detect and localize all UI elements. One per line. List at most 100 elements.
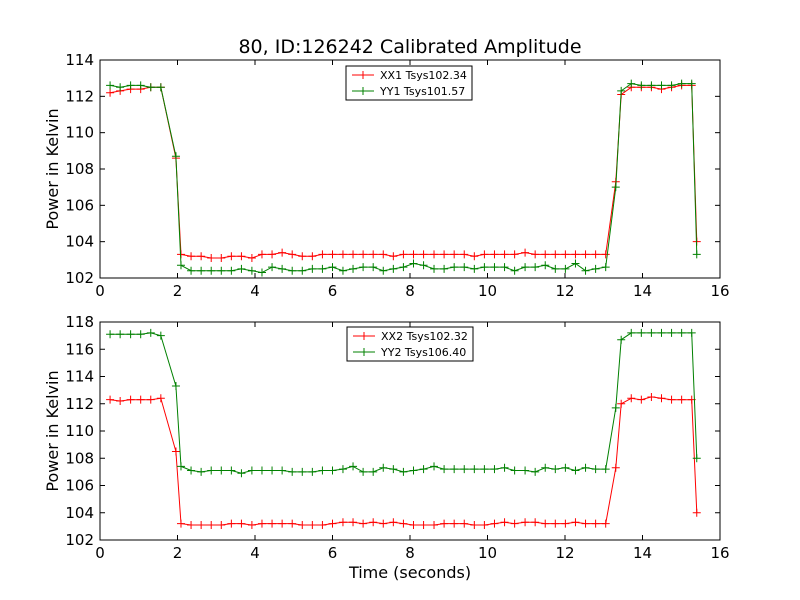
top-series-1-point	[581, 250, 590, 259]
bottom-series-1-point	[318, 521, 327, 530]
bottom-series-2-point	[156, 331, 165, 340]
x-tick-label: 8	[405, 282, 415, 300]
bottom-series-1-point	[500, 518, 509, 527]
top-series-1-point	[328, 250, 337, 259]
top-series-2-point	[450, 263, 459, 272]
bottom-series-2-point	[247, 466, 256, 475]
legend-marker-swatch	[359, 87, 367, 95]
top-series-1-point	[379, 250, 388, 259]
top-series-1-point	[359, 250, 368, 259]
top-series-2-point	[480, 263, 489, 272]
top-series-1-point	[480, 250, 489, 259]
top-series-2-point	[521, 263, 530, 272]
bottom-series-2-point	[207, 466, 216, 475]
top-series-2-point	[409, 259, 418, 268]
top-series-2-point	[116, 83, 125, 92]
bottom-series-2-point	[288, 467, 297, 476]
top-series-1-point	[318, 250, 327, 259]
top-series-1-point	[349, 250, 358, 259]
bottom-series-2-point	[667, 328, 676, 337]
top-series-2-point	[611, 183, 620, 192]
bottom-series-2-point	[227, 466, 236, 475]
x-tick-label: 12	[555, 544, 574, 562]
top-series-1-point	[430, 250, 439, 259]
top-series-1-point	[268, 250, 277, 259]
top-series-1-point	[510, 250, 519, 259]
bottom-series-2-point	[171, 382, 180, 391]
top-series-2-point	[430, 264, 439, 273]
top-series-2-point	[247, 266, 256, 275]
bottom-series-2-point	[601, 465, 610, 474]
bottom-series-2-point	[328, 466, 337, 475]
legend-marker-swatch	[360, 332, 368, 340]
top-series-1-point	[409, 250, 418, 259]
x-tick-label: 12	[555, 282, 574, 300]
top-series-2-point	[298, 266, 307, 275]
bottom-series-1-point	[278, 519, 287, 528]
bottom-series-2-point	[500, 463, 509, 472]
top-series-1-point	[227, 252, 236, 261]
bottom-series-1-point	[637, 395, 646, 404]
top-series-1-point	[288, 250, 297, 259]
bottom-series-1-point	[460, 519, 469, 528]
top-series-1-point	[500, 250, 509, 259]
bottom-plot-x-axis-label: Time (seconds)	[348, 563, 471, 582]
bottom-series-1-point	[419, 521, 428, 530]
bottom-series-1-point	[480, 521, 489, 530]
top-series-2-point	[369, 263, 378, 272]
top-series-2-point	[187, 266, 196, 275]
x-tick-label: 4	[250, 282, 260, 300]
bottom-series-1-point	[116, 397, 125, 406]
top-series-2-point	[176, 261, 185, 270]
x-tick-label: 8	[405, 544, 415, 562]
bottom-series-2-point	[657, 328, 666, 337]
top-series-2-point	[338, 266, 347, 275]
bottom-series-2-point	[176, 462, 185, 471]
top-series-1-point	[601, 250, 610, 259]
top-series-2-point	[591, 264, 600, 273]
top-series-1-point	[106, 88, 115, 97]
top-series-2-point	[551, 264, 560, 273]
bottom-series-2-point	[521, 466, 530, 475]
bottom-series-2-point	[687, 328, 696, 337]
top-series-1-point	[450, 250, 459, 259]
x-tick-label: 6	[328, 544, 338, 562]
bottom-series-2-point	[146, 328, 155, 337]
bottom-series-1-point	[197, 521, 206, 530]
bottom-series-2-point	[308, 467, 317, 476]
bottom-plot-ticks: 0 2 4 6 8 10 12 14 16 102 104 106 108 110 112 114 116 118	[65, 313, 729, 562]
bottom-series-2-point	[187, 466, 196, 475]
legend-box	[345, 65, 473, 101]
top-series-1-point	[490, 250, 499, 259]
y-tick-label: 114	[65, 368, 94, 386]
top-plot-legend: XX1 Tsys102.34 YY1 Tsys101.57	[345, 65, 473, 101]
top-series-1-point	[187, 252, 196, 261]
bottom-series-1-point	[156, 394, 165, 403]
top-series-1-point	[571, 250, 580, 259]
top-series-2-point	[399, 263, 408, 272]
bottom-series-2-point	[541, 463, 550, 472]
bottom-series-1-point	[126, 395, 135, 404]
top-series-2-point	[171, 152, 180, 161]
top-series-2-point	[677, 79, 686, 88]
chart-title: 80, ID:126242 Calibrated Amplitude	[238, 36, 581, 58]
bottom-series-2-point	[399, 467, 408, 476]
bottom-series-2-point	[237, 469, 246, 478]
top-series-2-point	[268, 263, 277, 272]
top-series-1-point	[561, 250, 570, 259]
top-series-2-point	[227, 266, 236, 275]
bottom-series-1-point	[136, 395, 145, 404]
bottom-series-2-point	[106, 330, 115, 339]
bottom-plot-lines	[106, 328, 701, 530]
top-series-1-point	[298, 252, 307, 261]
top-series-2-point	[217, 266, 226, 275]
bottom-series-2-point	[217, 466, 226, 475]
bottom-series-1-point	[187, 521, 196, 530]
top-series-2-point	[617, 86, 626, 95]
bottom-series-1-point	[677, 395, 686, 404]
top-series-1-point	[521, 248, 530, 257]
bottom-series-1-point	[510, 519, 519, 528]
top-series-1-point	[389, 252, 398, 261]
y-tick-label: 112	[65, 395, 94, 413]
bottom-series-1-point	[490, 519, 499, 528]
